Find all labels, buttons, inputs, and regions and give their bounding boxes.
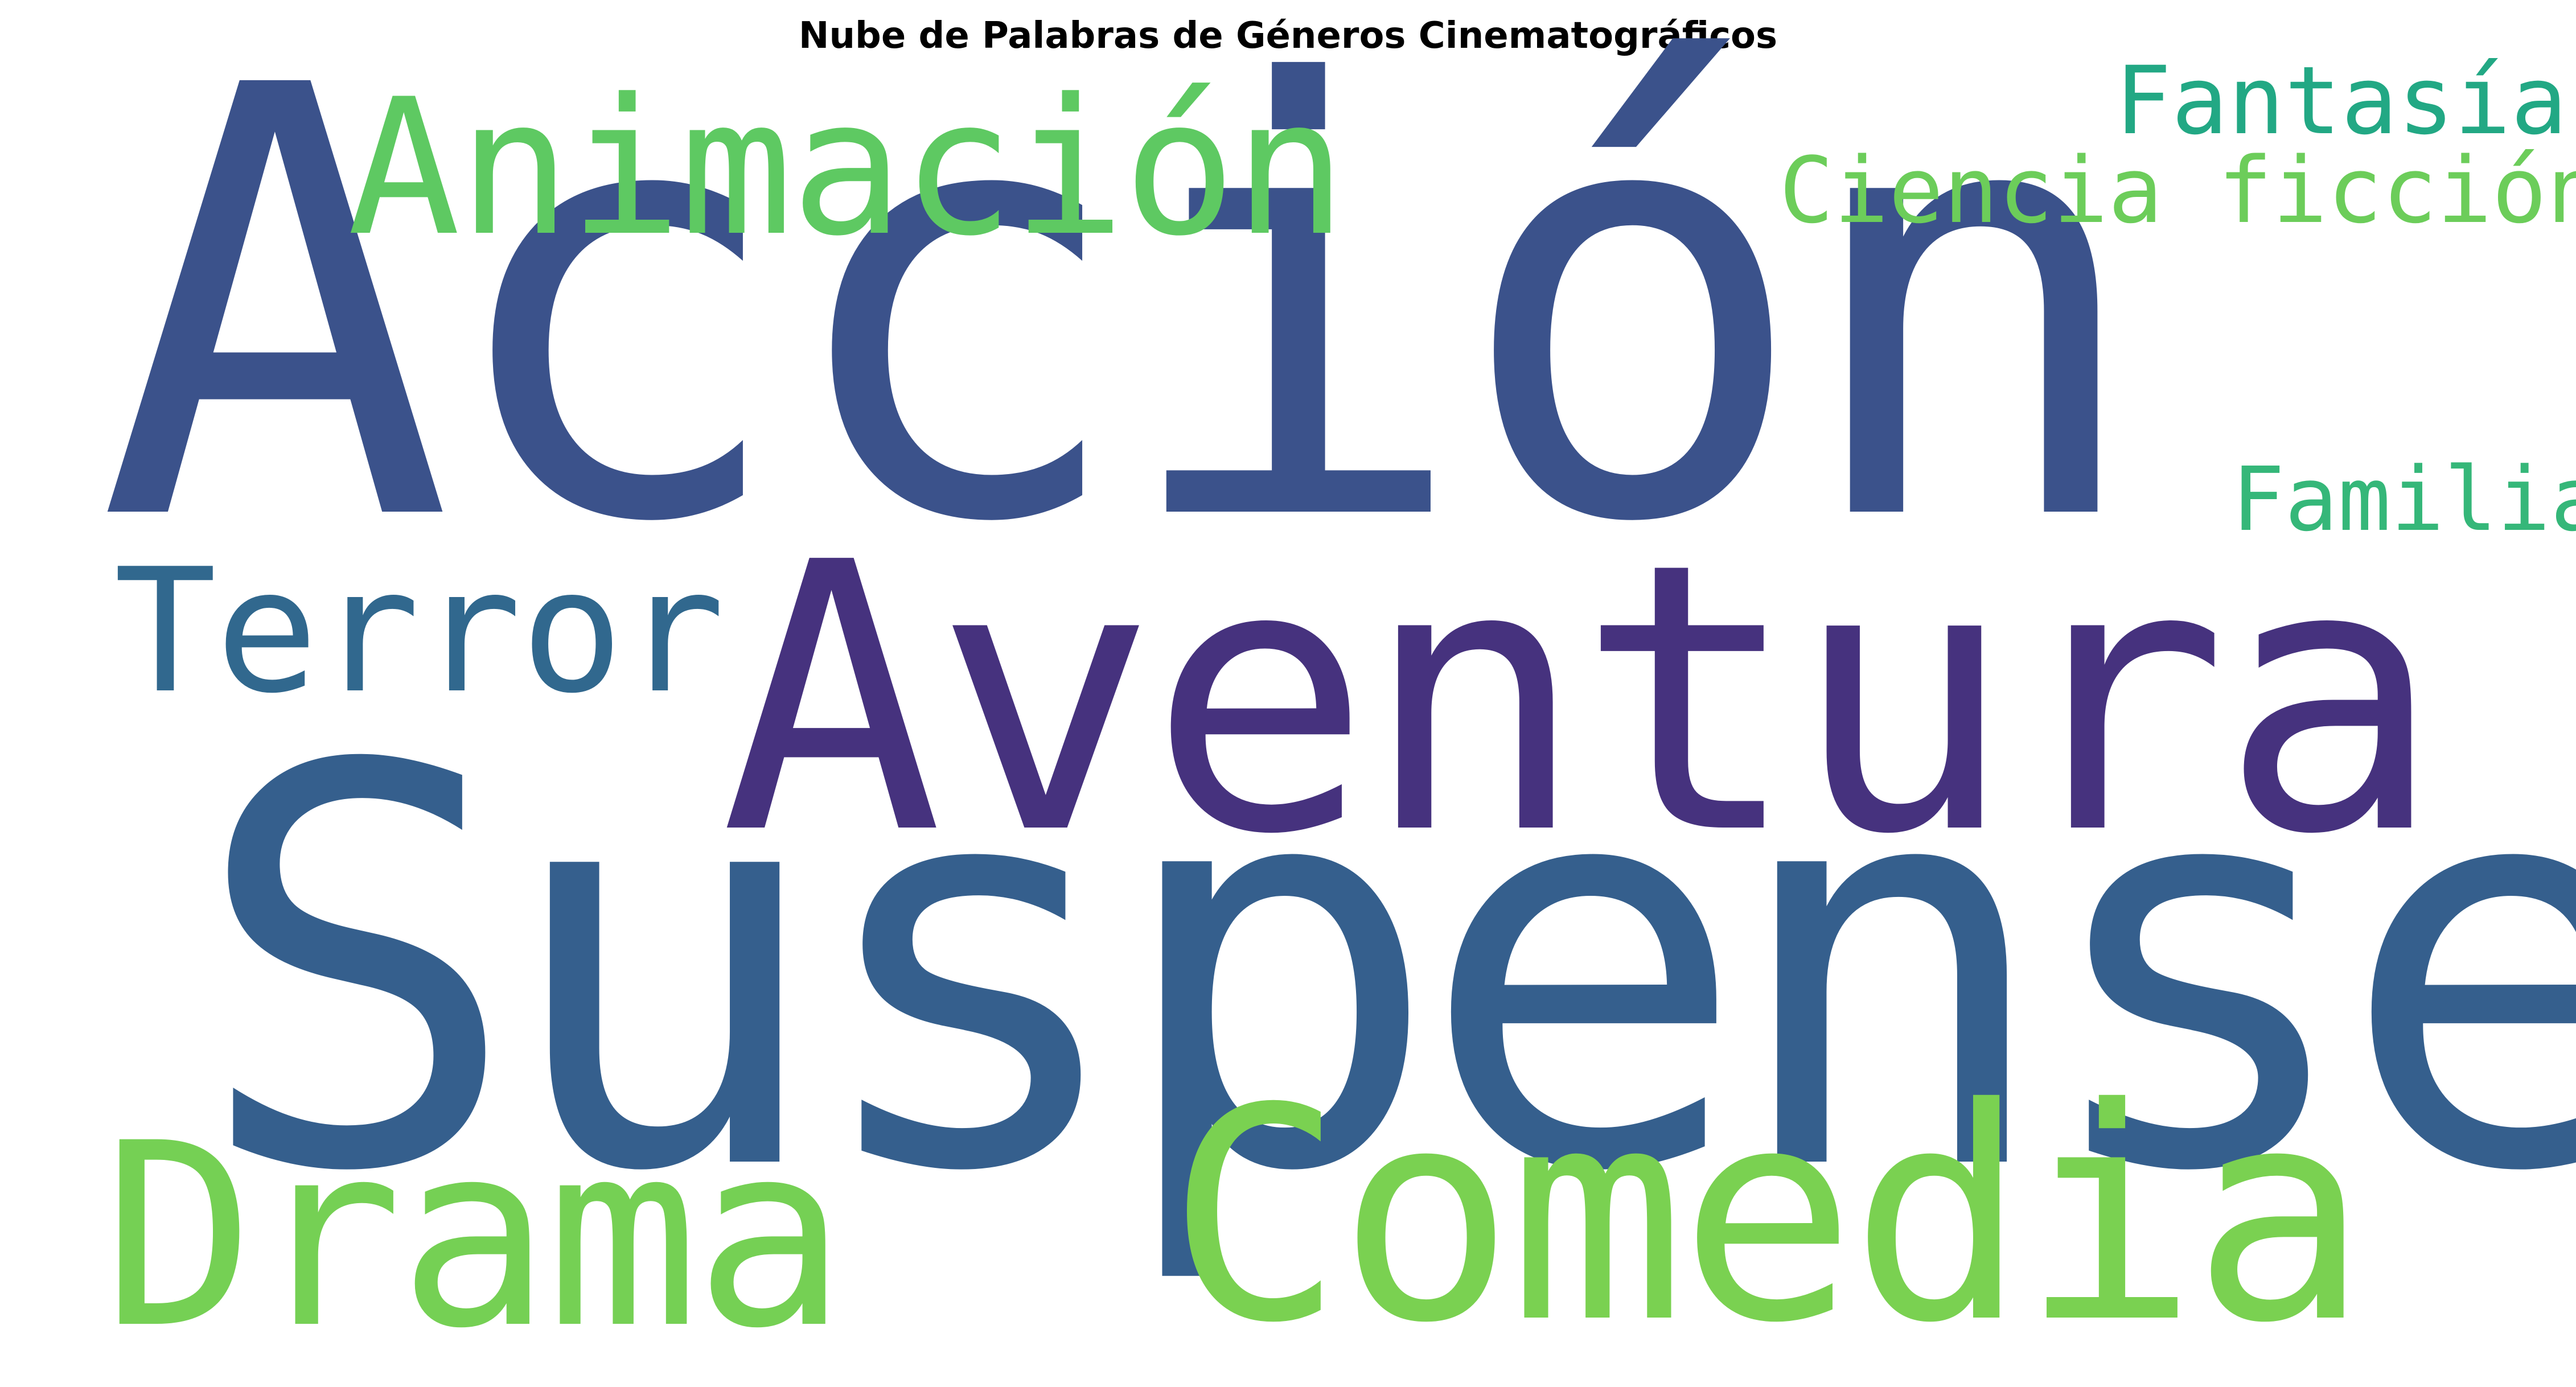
word-aventura: Aventura [720,485,2443,915]
word-animacion: Animación [347,59,1347,277]
word-terror: Terror [114,532,725,731]
word-suspense: Suspense [191,652,2576,1291]
word-accion: Acción [97,0,2150,652]
word-comedia: Comedia [1167,1046,2368,1387]
word-familia: Familia [2232,448,2576,551]
word-cloud: Acción Suspense Aventura Comedia Drama A… [97,0,2576,1363]
chart-title: Nube de Palabras de Géneros Cinematográf… [798,15,1778,57]
word-drama: Drama [102,1089,847,1384]
word-fantasia: Fantasía [2115,46,2567,155]
word-ciencia-ficcion: Ciencia ficción [1779,137,2576,244]
